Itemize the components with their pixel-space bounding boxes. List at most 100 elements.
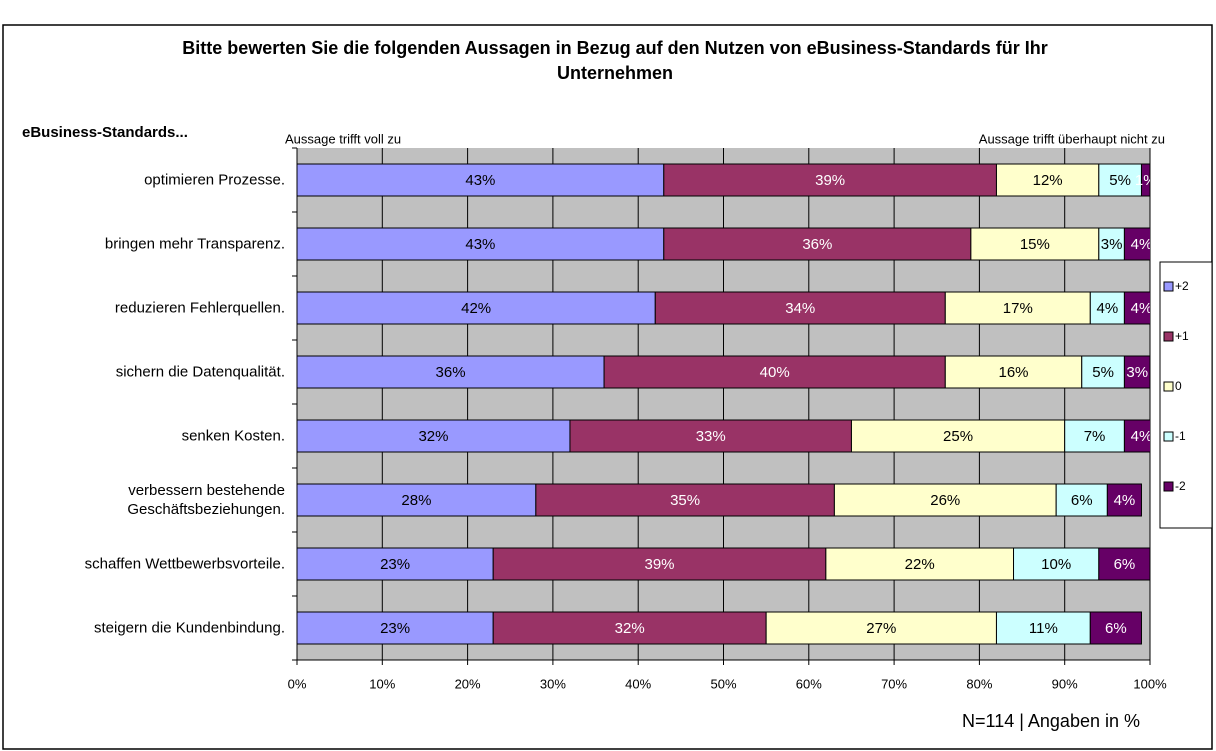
legend-swatch bbox=[1163, 281, 1174, 292]
x-tick-label: 100% bbox=[1133, 676, 1167, 691]
category-label: bringen mehr Transparenz. bbox=[104, 235, 285, 253]
bar-segment bbox=[297, 419, 571, 453]
value-label: 27% bbox=[866, 620, 896, 637]
bar-segment bbox=[1089, 291, 1125, 325]
bar-segment bbox=[1123, 355, 1150, 389]
value-label: 42% bbox=[461, 300, 491, 317]
value-label: 22% bbox=[905, 556, 935, 573]
value-label: 17% bbox=[1003, 300, 1033, 317]
bars: 43% 39% 12% 5% 1% 43% 36% 15% 3% 4% 42% 34% 17% 4% 4% 3… bbox=[297, 163, 1157, 645]
value-label: 36% bbox=[436, 364, 466, 381]
legend-swatch bbox=[1163, 331, 1174, 342]
bar-segment bbox=[995, 163, 1100, 197]
bar-segment bbox=[825, 547, 1015, 581]
value-label: 7% bbox=[1084, 428, 1106, 445]
value-label: 3% bbox=[1101, 236, 1123, 253]
bar-segment bbox=[1064, 419, 1125, 453]
x-tick-label: 30% bbox=[540, 676, 566, 691]
bar-segment bbox=[1055, 483, 1108, 517]
x-tick-label: 20% bbox=[455, 676, 481, 691]
legend-swatch bbox=[1163, 481, 1174, 492]
bar-segment bbox=[1123, 291, 1150, 325]
value-label: 6% bbox=[1071, 492, 1093, 509]
bar-segment bbox=[833, 483, 1057, 517]
category-label: optimieren Prozesse. bbox=[144, 171, 285, 189]
bar-segment bbox=[1081, 355, 1125, 389]
value-label: 16% bbox=[999, 364, 1029, 381]
x-tick-label: 50% bbox=[710, 676, 736, 691]
legend-swatch bbox=[1163, 431, 1174, 442]
bar-segment bbox=[535, 483, 835, 517]
value-label: 26% bbox=[930, 492, 960, 509]
bar-segment bbox=[663, 163, 997, 197]
bar-segment bbox=[297, 291, 656, 325]
bar-segment bbox=[765, 611, 997, 645]
value-label: 10% bbox=[1041, 556, 1071, 573]
value-label: 25% bbox=[943, 428, 973, 445]
value-label: 34% bbox=[785, 300, 815, 317]
category-label: reduzieren Fehlerquellen. bbox=[114, 299, 285, 317]
x-tick-label: 80% bbox=[966, 676, 992, 691]
bar-segment bbox=[1089, 611, 1142, 645]
value-label: 43% bbox=[465, 236, 495, 253]
footnote: N=114 | Angaben in % bbox=[962, 711, 1140, 731]
value-label: 32% bbox=[418, 428, 448, 445]
bar-segment bbox=[1123, 227, 1150, 261]
x-tick-label: 40% bbox=[625, 676, 651, 691]
bar-segment bbox=[297, 547, 494, 581]
legend-label: -1 bbox=[1175, 429, 1186, 443]
value-label: 39% bbox=[815, 172, 845, 189]
x-tick-label: 60% bbox=[796, 676, 822, 691]
value-label: 6% bbox=[1105, 620, 1127, 637]
bar-segment bbox=[944, 291, 1091, 325]
legend-label: 0 bbox=[1175, 379, 1182, 393]
legend-label: +2 bbox=[1175, 279, 1189, 293]
bar-segment bbox=[995, 611, 1091, 645]
bar-segment bbox=[492, 611, 767, 645]
value-label: 4% bbox=[1131, 428, 1153, 445]
value-label: 35% bbox=[670, 492, 700, 509]
x-tick-label: 0% bbox=[288, 676, 307, 691]
bar-segment bbox=[944, 355, 1083, 389]
bar-segment bbox=[297, 355, 605, 389]
value-label: 4% bbox=[1131, 300, 1153, 317]
legend-label: +1 bbox=[1175, 329, 1189, 343]
bar-segment bbox=[297, 163, 665, 197]
value-label: 39% bbox=[645, 556, 675, 573]
x-tick-label: 70% bbox=[881, 676, 907, 691]
value-label: 11% bbox=[1029, 620, 1058, 637]
value-label: 5% bbox=[1109, 172, 1131, 189]
bar-segment bbox=[1098, 227, 1125, 261]
value-label: 23% bbox=[380, 620, 410, 637]
value-label: 36% bbox=[802, 236, 832, 253]
right-note: Aussage trifft überhaupt nicht zu bbox=[979, 131, 1165, 146]
value-label: 15% bbox=[1020, 236, 1050, 253]
legend-label: -2 bbox=[1175, 479, 1186, 493]
value-label: 6% bbox=[1114, 556, 1136, 573]
bar-segment bbox=[1140, 163, 1150, 197]
value-label: 43% bbox=[465, 172, 495, 189]
x-tick-label: 10% bbox=[369, 676, 395, 691]
value-label: 4% bbox=[1114, 492, 1136, 509]
category-label: steigern die Kundenbindung. bbox=[94, 619, 285, 637]
bar-segment bbox=[1098, 547, 1150, 581]
chart-title: Bitte bewerten Sie die folgenden Aussage… bbox=[182, 38, 1048, 83]
category-label: sichern die Datenqualität. bbox=[115, 363, 285, 381]
left-note: Aussage trifft voll zu bbox=[285, 131, 401, 146]
value-label: 12% bbox=[1033, 172, 1063, 189]
bar-segment bbox=[1123, 419, 1150, 453]
value-label: 1% bbox=[1135, 172, 1157, 189]
value-label: 23% bbox=[380, 556, 410, 573]
bar-segment bbox=[1098, 163, 1142, 197]
x-tick-label: 90% bbox=[1052, 676, 1078, 691]
bar-segment bbox=[297, 227, 665, 261]
value-label: 32% bbox=[615, 620, 645, 637]
bar-segment bbox=[1013, 547, 1100, 581]
value-label: 4% bbox=[1131, 236, 1153, 253]
legend-swatch bbox=[1163, 381, 1174, 392]
value-label: 33% bbox=[696, 428, 726, 445]
value-label: 4% bbox=[1097, 300, 1119, 317]
axis-title: eBusiness-Standards... bbox=[22, 124, 188, 141]
